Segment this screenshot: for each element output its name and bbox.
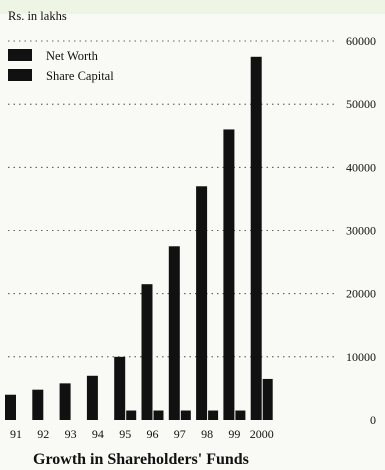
bar-share-capital	[153, 410, 164, 420]
top-band	[0, 0, 385, 14]
bars	[5, 56, 273, 421]
chart-title: Growth in Shareholders' Funds	[33, 451, 249, 468]
x-tick-label: 93	[65, 427, 77, 441]
bar-net-worth	[250, 56, 262, 421]
legend-label-share-capital: Share Capital	[46, 69, 114, 83]
bar-net-worth	[86, 375, 98, 420]
y-tick-label: 60000	[346, 34, 376, 48]
legend-swatch-net-worth	[8, 49, 32, 61]
bar-net-worth	[32, 389, 44, 420]
bar-net-worth	[141, 284, 153, 420]
x-tick-label: 91	[10, 427, 22, 441]
x-tick-label: 98	[201, 427, 213, 441]
y-tick-label: 50000	[346, 97, 376, 111]
y-tick-label: 30000	[346, 224, 376, 238]
legend-swatch-share-capital	[8, 69, 32, 81]
y-tick-label: 40000	[346, 160, 376, 174]
legend-label-net-worth: Net Worth	[46, 49, 99, 63]
x-axis-ticks: 91 92 93 94 95 96 97 98 99 2000	[10, 427, 274, 441]
y-axis-ticks: 0 10000 20000 30000 40000 50000 60000	[346, 34, 376, 427]
bar-net-worth	[196, 186, 208, 420]
bar-share-capital	[262, 378, 273, 420]
y-unit-label: Rs. in lakhs	[8, 9, 67, 23]
x-tick-label: 92	[37, 427, 49, 441]
bar-net-worth	[223, 129, 235, 420]
bar-share-capital	[126, 410, 137, 420]
bar-net-worth	[59, 383, 71, 420]
y-tick-label: 20000	[346, 287, 376, 301]
bar-share-capital	[208, 410, 219, 420]
x-tick-label: 94	[92, 427, 104, 441]
y-tick-label: 10000	[346, 350, 376, 364]
x-tick-label: 99	[228, 427, 240, 441]
bar-net-worth	[114, 356, 126, 420]
bar-share-capital	[235, 410, 246, 420]
bar-net-worth	[5, 394, 16, 420]
x-tick-label: 96	[147, 427, 159, 441]
y-tick-label: 0	[370, 413, 376, 427]
x-tick-label: 97	[174, 427, 186, 441]
x-tick-label: 95	[119, 427, 131, 441]
x-tick-label: 2000	[250, 427, 274, 441]
bar-share-capital	[180, 410, 191, 420]
legend: Net Worth Share Capital	[8, 49, 114, 83]
bar-net-worth	[168, 246, 180, 420]
